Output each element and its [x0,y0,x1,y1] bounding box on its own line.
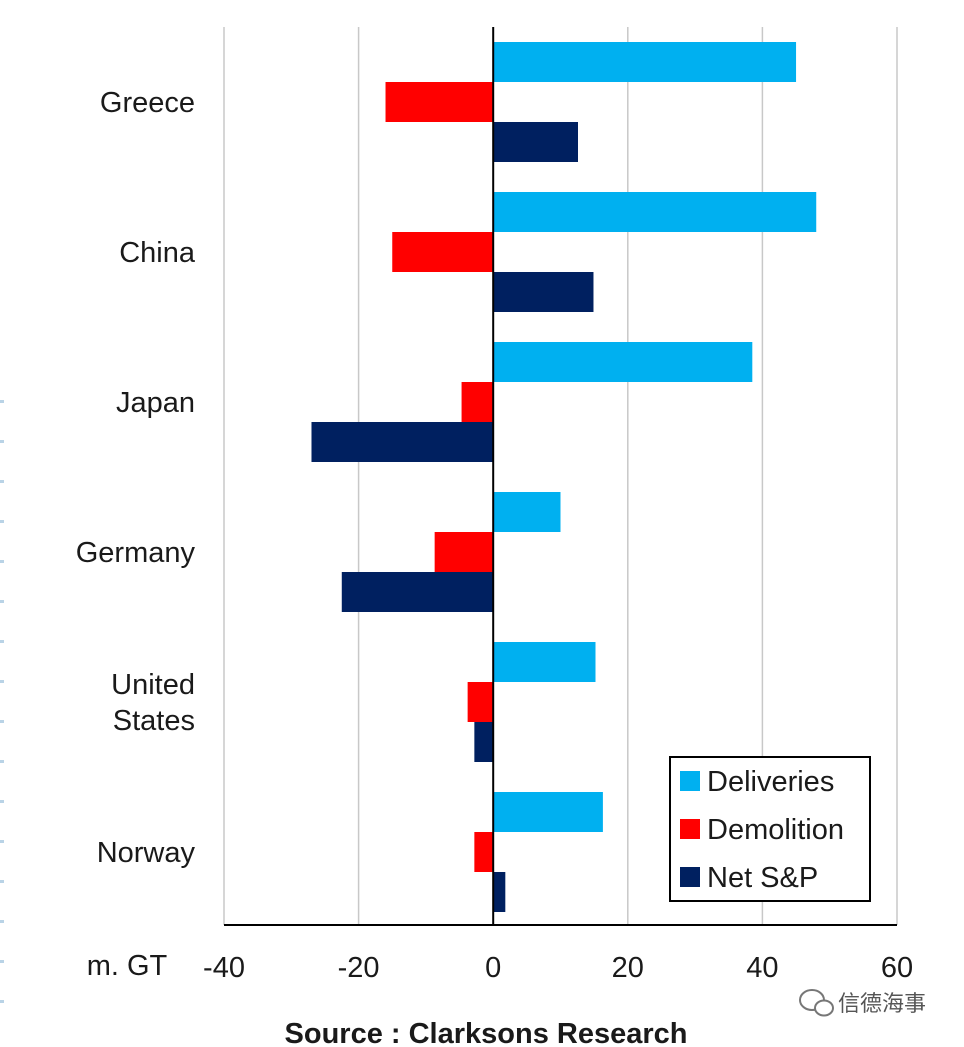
source-label: Source : Clarksons Research [285,1018,688,1047]
category-labels: Greece China Japan Germany United States Norwa… [76,87,196,869]
x-tick-labels: -40 -20 0 20 40 60 [203,952,913,984]
bar-norway-deliveries [493,792,603,832]
bar-greece-deliveries [493,42,797,82]
legend-box [669,756,871,902]
category-label: Greece [100,87,195,119]
x-tick-label: 40 [746,952,778,984]
bar-china-demolition [392,232,494,272]
axes [224,27,897,926]
x-tick-label: 0 [485,952,501,984]
bar-japan-deliveries [493,342,753,382]
category-label: United States [111,669,195,737]
legend-label: Demolition [707,814,844,846]
bar-greece-net-s-p [493,122,578,162]
bar-norway-demolition [474,832,494,872]
legend-swatch-deliveries [680,771,700,791]
watermark-text: 信德海事 [838,992,926,1017]
bar-united-states-demolition [467,682,494,722]
x-tick-label: 60 [881,952,913,984]
x-tick-label: 20 [612,952,644,984]
unit-label: m. GT [87,950,168,982]
category-label: Germany [76,537,196,569]
legend-label: Net S&P [707,862,818,894]
category-label: China [119,237,196,269]
bar-united-states-deliveries [493,642,596,682]
bar-japan-net-s-p [311,422,494,462]
category-label: Japan [116,387,195,419]
wechat-icon [799,989,834,1017]
bars [311,42,817,912]
bar-china-net-s-p [493,272,594,312]
bar-united-states-net-s-p [474,722,494,762]
legend-label: Deliveries [707,766,834,798]
category-label: Norway [97,837,196,869]
bar-japan-demolition [461,382,494,422]
bar-germany-deliveries [493,492,561,532]
watermark: 信德海事 [799,989,926,1017]
left-edge-decoration [0,400,4,1010]
legend: Deliveries Demolition Net S&P [669,756,871,902]
bar-germany-demolition [434,532,494,572]
bar-china-deliveries [493,192,817,232]
bar-greece-demolition [385,82,494,122]
bar-norway-net-s-p [493,872,506,912]
legend-swatch-net-s-p [680,867,700,887]
x-tick-label: -20 [338,952,380,984]
x-tick-label: -40 [203,952,245,984]
bar-germany-net-s-p [341,572,494,612]
legend-swatch-demolition [680,819,700,839]
